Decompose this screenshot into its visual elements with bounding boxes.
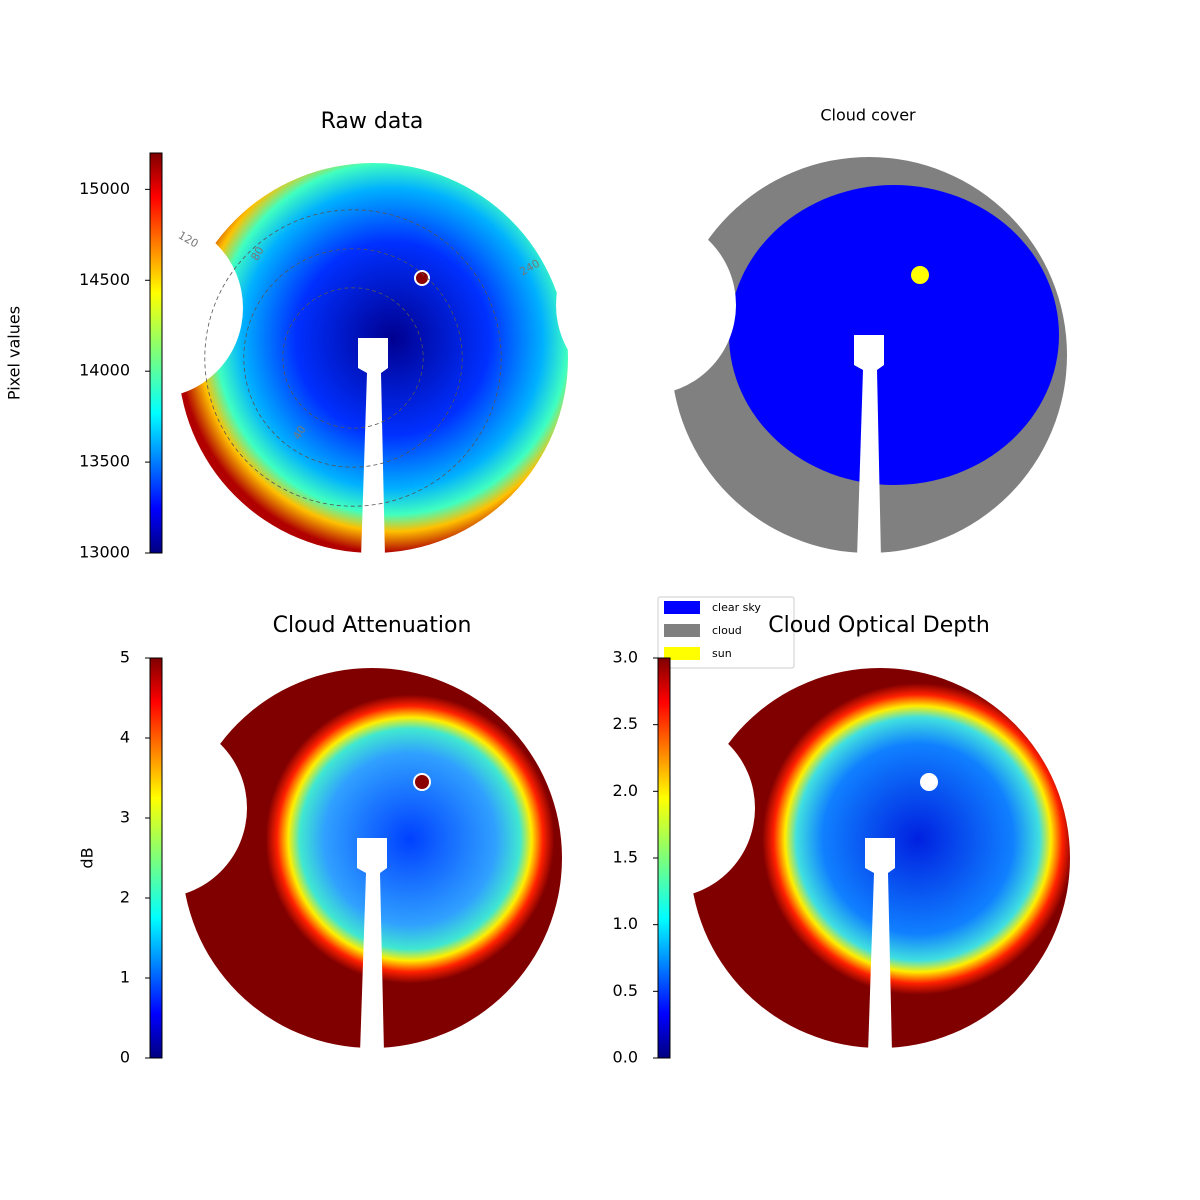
tick-label: 2.0	[613, 781, 638, 800]
polar-grid	[204, 209, 502, 507]
tick-label: 14000	[79, 361, 130, 380]
panel-title: Cloud cover	[820, 106, 916, 125]
tick-label: 1.0	[613, 914, 638, 933]
mask	[556, 215, 736, 395]
tick-label: 13500	[79, 452, 130, 471]
tick-label: 4	[120, 728, 130, 747]
legend-swatch	[664, 647, 700, 660]
tick-label: 0	[120, 1048, 130, 1067]
tick-label: 0.0	[613, 1048, 638, 1067]
panel-title: Cloud Optical Depth	[768, 613, 990, 638]
legend-swatch	[664, 624, 700, 637]
panel-title: Raw data	[321, 109, 424, 134]
tick-label: 14500	[79, 270, 130, 289]
legend-label: cloud	[712, 624, 742, 637]
clear-sky-region	[729, 185, 1059, 485]
tick-label: 3	[120, 808, 130, 827]
sun-region	[911, 266, 929, 284]
tick-label: 3.0	[613, 648, 638, 667]
tick-label: 2.5	[613, 714, 638, 733]
mast	[854, 335, 884, 558]
legend-swatch	[664, 601, 700, 614]
mast	[357, 838, 387, 1053]
tick-label: 15000	[79, 179, 130, 198]
polar-grid	[243, 248, 463, 468]
colorbar	[657, 657, 671, 1059]
tick-label: 1.5	[613, 848, 638, 867]
tick-label: 0.5	[613, 981, 638, 1000]
colorbar	[149, 657, 163, 1059]
polar-label: 40	[290, 423, 308, 442]
colorbar-label: Pixel values	[5, 306, 24, 400]
panel-title: Cloud Attenuation	[273, 613, 472, 638]
mast	[358, 338, 388, 558]
legend-label: clear sky	[712, 601, 761, 614]
polar-grid	[282, 287, 424, 429]
sun-spot	[413, 773, 431, 791]
tick-label: 13000	[79, 543, 130, 562]
colorbar	[149, 152, 163, 554]
tick-label: 1	[120, 968, 130, 987]
colorbar-label: dB	[78, 847, 97, 868]
tick-label: 2	[120, 888, 130, 907]
legend-label: sun	[712, 647, 732, 660]
sun-spot	[414, 270, 430, 286]
polar-label: 80	[248, 244, 266, 263]
tick-label: 5	[120, 648, 130, 667]
sun-spot	[920, 773, 938, 791]
mast	[865, 838, 895, 1053]
